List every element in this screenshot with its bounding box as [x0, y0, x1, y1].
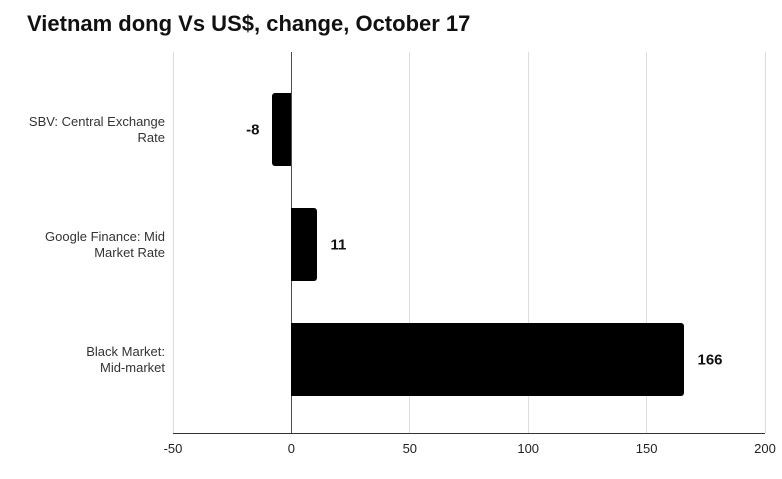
x-tick-label: -50: [163, 441, 183, 456]
x-tick-label: 100: [517, 441, 540, 456]
category-label-line: Black Market:: [86, 343, 165, 359]
x-tick-label: 150: [635, 441, 658, 456]
gridline: [646, 52, 648, 433]
gridline: [527, 52, 529, 433]
category-label-line: Rate: [137, 129, 165, 145]
bar: [291, 208, 318, 281]
bar: [291, 323, 685, 396]
bar-value-label: 11: [330, 236, 347, 253]
chart-title: Vietnam dong Vs US$, change, October 17: [27, 11, 471, 36]
bar: [272, 93, 292, 166]
category-label: Google Finance: Mid Market Rate: [0, 229, 165, 261]
gridline: [764, 52, 766, 433]
category-label-line: Market Rate: [94, 244, 165, 260]
x-axis-line: [173, 433, 765, 434]
category-label-line: Google Finance: Mid: [45, 228, 165, 244]
category-label-line: SBV: Central Exchange: [28, 113, 165, 129]
bar-value-label: 166: [697, 351, 723, 368]
category-label-line: Mid-market: [99, 359, 165, 375]
bar-value-label: -8: [246, 121, 260, 138]
x-tick-label: 50: [402, 441, 418, 456]
gridline: [172, 52, 174, 433]
category-label: SBV: Central Exchange Rate: [0, 114, 165, 146]
gridline: [409, 52, 411, 433]
x-tick-label: 0: [287, 441, 296, 456]
x-tick-label: 200: [754, 441, 776, 456]
category-label: Black Market: Mid-market: [0, 344, 165, 376]
